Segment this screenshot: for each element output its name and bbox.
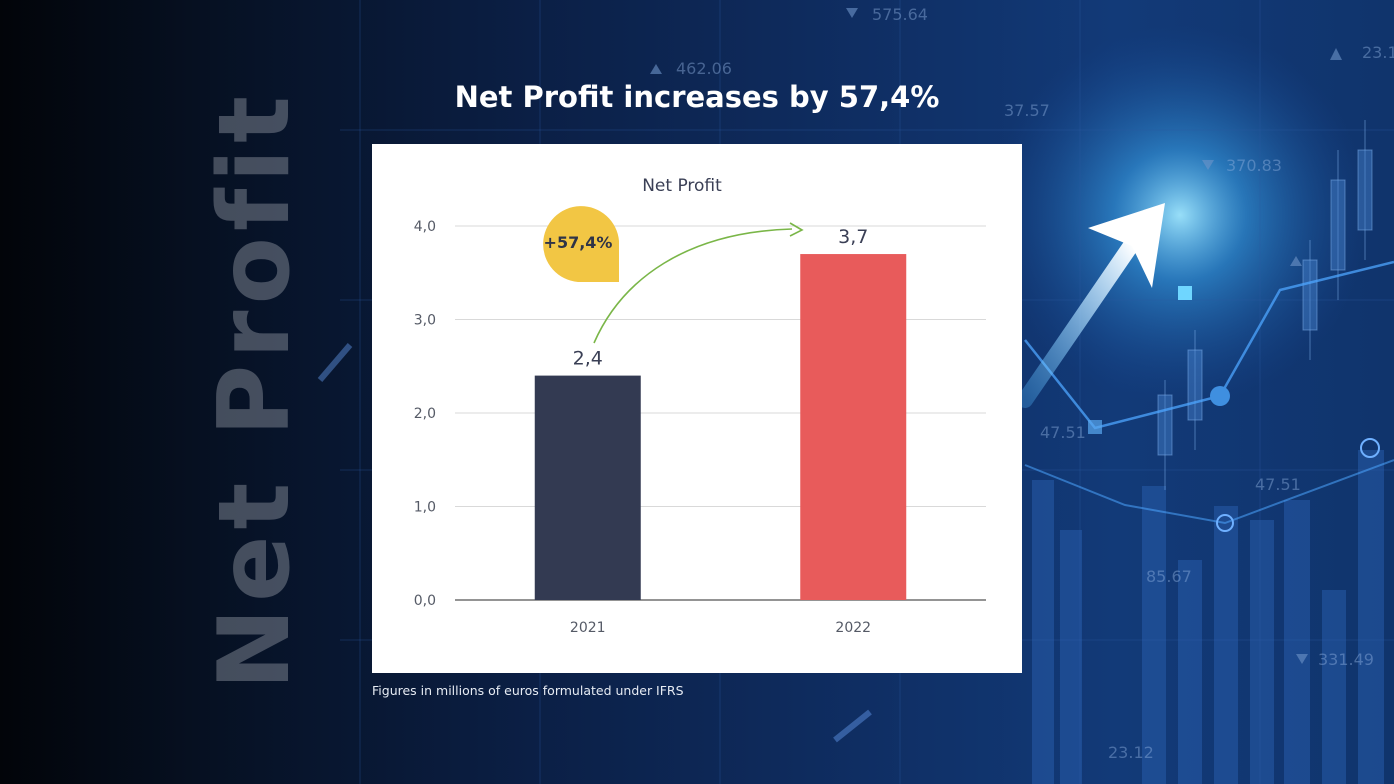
page-title: Net Profit increases by 57,4% [454,80,940,114]
x-tick-label: 2022 [835,620,871,636]
side-title: Net Profit [198,89,312,691]
bg-number: 47.51 [1255,475,1301,494]
bg-number: 23.1 [1362,43,1394,62]
value-label-2021: 2,4 [573,348,603,370]
bg-number: 370.83 [1226,156,1282,175]
growth-arrow-head [789,222,804,237]
chart-title: Net Profit [642,176,722,196]
bg-number: 37.57 [1004,101,1050,120]
growth-bubble-label: +57,4% [544,233,613,252]
value-label-2022: 3,7 [838,226,868,248]
bg-number: 85.67 [1146,567,1192,586]
y-tick-label: 4,0 [414,219,436,235]
bar-2021 [534,375,641,600]
net-profit-chart: Net Profit 0,0 1,0 2,0 3,0 4,0 2,4 2021 3,7 2022… [414,176,986,636]
chart-card: Net Profit 0,0 1,0 2,0 3,0 4,0 2,4 2021 3,7 2022… [372,144,1022,673]
bar-2022 [800,254,907,601]
growth-bubble [543,206,619,282]
y-tick-label: 1,0 [414,500,436,516]
footnote: Figures in millions of euros formulated … [372,683,684,698]
y-tick-label: 3,0 [414,313,436,329]
y-tick-label: 0,0 [414,593,436,609]
bg-number: 23.12 [1108,743,1154,762]
bg-number: 575.64 [872,5,928,24]
bg-number: 462.06 [676,59,732,78]
x-tick-label: 2021 [570,620,606,636]
bg-number: 47.51 [1040,423,1086,442]
growth-arrow [593,228,793,344]
bg-number: 331.49 [1318,650,1374,669]
y-tick-label: 2,0 [414,406,436,422]
